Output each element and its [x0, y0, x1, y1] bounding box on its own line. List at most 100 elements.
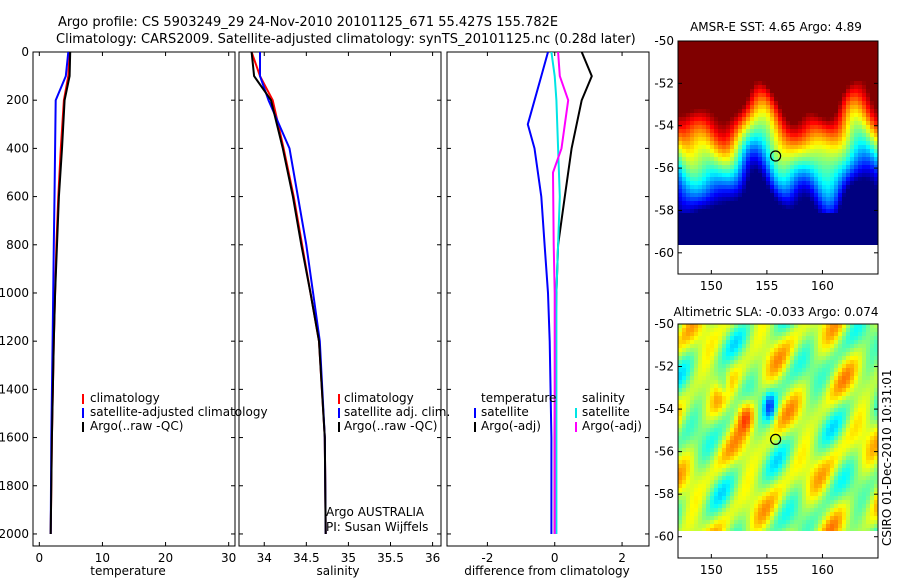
heatmap-cell	[774, 400, 779, 405]
sst-float-position-marker	[769, 150, 782, 162]
heatmap-cell	[806, 468, 811, 473]
heatmap-cell	[818, 384, 823, 389]
heatmap-cell	[846, 237, 851, 242]
heatmap-cell	[794, 480, 799, 485]
heatmap-cell	[726, 324, 731, 329]
heatmap-cell	[766, 173, 771, 178]
heatmap-cell	[726, 113, 731, 118]
heatmap-cell	[734, 436, 739, 441]
heatmap-cell	[838, 380, 843, 385]
heatmap-cell	[778, 368, 783, 373]
heatmap-cell	[722, 153, 727, 158]
heatmap-cell	[774, 57, 779, 62]
heatmap-cell	[786, 452, 791, 457]
heatmap-cell	[718, 193, 723, 198]
heatmap-cell	[738, 189, 743, 194]
heatmap-cell	[830, 121, 835, 126]
heatmap-cell	[702, 77, 707, 82]
heatmap-cell	[870, 205, 875, 210]
heatmap-cell	[730, 344, 735, 349]
heatmap-cell	[694, 97, 699, 102]
heatmap-cell	[802, 113, 807, 118]
heatmap-cell	[862, 189, 867, 194]
heatmap-cell	[790, 57, 795, 62]
heatmap-cell	[702, 400, 707, 405]
heatmap-cell	[854, 85, 859, 90]
heatmap-cell	[834, 376, 839, 381]
heatmap-cell	[698, 109, 703, 114]
heatmap-cell	[826, 380, 831, 385]
heatmap-cell	[754, 217, 759, 222]
heatmap-cell	[814, 400, 819, 405]
heatmap-cell	[730, 364, 735, 369]
heatmap-cell	[842, 45, 847, 50]
heatmap-cell	[870, 348, 875, 353]
heatmap-cell	[806, 65, 811, 70]
heatmap-cell	[678, 141, 683, 146]
heatmap-cell	[718, 189, 723, 194]
heatmap-cell	[766, 448, 771, 453]
heatmap-cell	[798, 137, 803, 142]
heatmap-cell	[746, 368, 751, 373]
heatmap-cell	[862, 340, 867, 345]
heatmap-cell	[698, 368, 703, 373]
heatmap-cell	[722, 408, 727, 413]
heatmap-cell	[742, 380, 747, 385]
heatmap-cell	[814, 436, 819, 441]
heatmap-cell	[810, 157, 815, 162]
heatmap-cell	[838, 404, 843, 409]
heatmap-cell	[706, 484, 711, 489]
heatmap-cell	[762, 237, 767, 242]
heatmap-cell	[870, 69, 875, 74]
heatmap-cell	[678, 61, 683, 66]
heatmap-cell	[698, 149, 703, 154]
heatmap-cell	[790, 45, 795, 50]
heatmap-cell	[842, 213, 847, 218]
heatmap-cell	[678, 328, 683, 333]
heatmap-cell	[842, 97, 847, 102]
heatmap-cell	[706, 169, 711, 174]
heatmap-cell	[826, 344, 831, 349]
heatmap-cell	[678, 113, 683, 118]
heatmap-cell	[726, 464, 731, 469]
heatmap-cell	[774, 141, 779, 146]
heatmap-cell	[826, 157, 831, 162]
heatmap-cell	[842, 165, 847, 170]
heatmap-cell	[858, 332, 863, 337]
heatmap-cell	[774, 65, 779, 70]
heatmap-cell	[782, 436, 787, 441]
heatmap-cell	[854, 324, 859, 329]
heatmap-cell	[830, 484, 835, 489]
heatmap-cell	[698, 332, 703, 337]
heatmap-cell	[754, 336, 759, 341]
heatmap-cell	[862, 121, 867, 126]
heatmap-cell	[826, 77, 831, 82]
heatmap-cell	[834, 484, 839, 489]
heatmap-cell	[750, 197, 755, 202]
heatmap-cell	[858, 145, 863, 150]
heatmap-cell	[762, 384, 767, 389]
heatmap-cell	[710, 61, 715, 66]
heatmap-cell	[806, 392, 811, 397]
heatmap-cell	[826, 141, 831, 146]
heatmap-cell	[706, 448, 711, 453]
heatmap-cell	[850, 332, 855, 337]
heatmap-cell	[778, 380, 783, 385]
heatmap-cell	[806, 424, 811, 429]
heatmap-cell	[734, 484, 739, 489]
heatmap-cell	[710, 428, 715, 433]
heatmap-cell	[818, 376, 823, 381]
heatmap-cell	[794, 424, 799, 429]
heatmap-cell	[754, 428, 759, 433]
heatmap-cell	[790, 356, 795, 361]
heatmap-cell	[826, 169, 831, 174]
heatmap-cell	[846, 460, 851, 465]
heatmap-cell	[770, 396, 775, 401]
heatmap-cell	[690, 432, 695, 437]
heatmap-cell	[870, 492, 875, 497]
heatmap-cell	[730, 428, 735, 433]
heatmap-cell	[714, 472, 719, 477]
heatmap-cell	[758, 480, 763, 485]
heatmap-cell	[754, 221, 759, 226]
